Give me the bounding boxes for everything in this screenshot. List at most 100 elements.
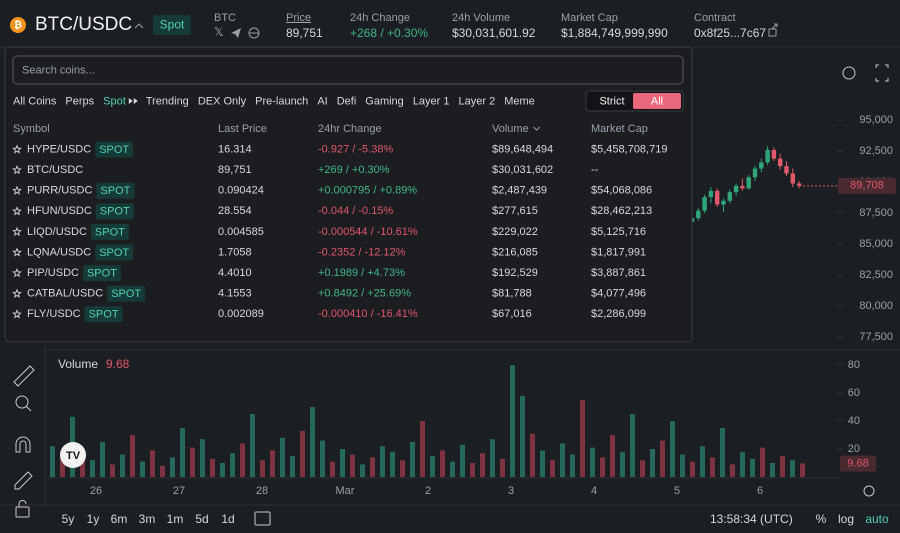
symbol[interactable]: CATBAL/USDC <box>27 288 103 300</box>
candle-body <box>790 173 795 184</box>
symbol[interactable]: FLY/USDC <box>27 308 81 320</box>
spot-badge <box>95 244 134 261</box>
volume-bar <box>710 457 715 477</box>
cell-change: -0.2352 / -12.12% <box>318 246 406 258</box>
filter-tab[interactable]: Pre-launch <box>255 95 308 107</box>
symbol[interactable]: PURR/USDC <box>27 185 92 197</box>
favorite-star[interactable] <box>12 144 22 154</box>
favorite-star[interactable] <box>12 309 22 319</box>
cell-price: 28.554 <box>218 205 252 217</box>
filter-tab[interactable]: Defi <box>337 95 357 107</box>
spot-tag: SPOT <box>99 247 129 259</box>
favorite-star[interactable] <box>12 226 22 237</box>
filter-tab[interactable]: Layer 2 <box>459 95 496 107</box>
ruler-icon[interactable] <box>13 365 35 387</box>
pair-title[interactable]: BTC/USDC <box>35 14 132 35</box>
column-header[interactable]: Market Cap <box>591 123 648 135</box>
favorite-star[interactable] <box>12 247 22 257</box>
cell-price: 0.002089 <box>218 308 264 320</box>
column-header[interactable]: Symbol <box>13 123 50 135</box>
timeframe[interactable]: 6m <box>111 512 128 526</box>
filter-tab[interactable]: All Coins <box>13 95 57 107</box>
search-input[interactable] <box>12 55 684 85</box>
magnet-icon[interactable] <box>15 436 31 453</box>
filter-tab[interactable]: Spot <box>103 95 126 107</box>
date-range-icon[interactable] <box>254 511 271 526</box>
symbol[interactable]: HYPE/USDC <box>27 143 91 155</box>
filter-tab[interactable]: Layer 1 <box>413 95 450 107</box>
column-header[interactable]: Volume <box>492 123 529 135</box>
spot-tag: SPOT <box>87 268 117 280</box>
favorite-star[interactable] <box>12 206 22 216</box>
column-header[interactable]: 24hr Change <box>318 123 382 135</box>
favorite-star[interactable] <box>12 165 22 175</box>
scale-option[interactable]: % <box>816 512 827 526</box>
timeframe[interactable]: 1y <box>87 512 100 526</box>
fullscreen-icon[interactable] <box>875 64 889 82</box>
favorite-star[interactable] <box>12 185 22 195</box>
timeframe[interactable]: 5d <box>195 512 208 526</box>
lock-icon[interactable] <box>15 506 30 518</box>
candle-body <box>708 190 714 198</box>
filter-tab[interactable]: DEX Only <box>198 95 247 107</box>
volume-bar <box>450 461 455 477</box>
telegram-icon[interactable] <box>231 28 241 38</box>
toggle-option[interactable]: Strict <box>599 95 624 107</box>
candle-body <box>746 177 751 189</box>
spot-badge <box>95 203 134 220</box>
spot-badge <box>95 141 134 158</box>
pencil-icon[interactable] <box>14 471 33 490</box>
filter-tab[interactable]: AI <box>317 95 327 107</box>
filter-tab[interactable]: Trending <box>146 95 189 107</box>
settings-icon[interactable] <box>863 485 875 497</box>
column-header[interactable]: Last Price <box>218 123 267 135</box>
spot-badge <box>96 182 135 199</box>
stats: Price 89,751 24h Change +268 / +0.30% 24h Vo… <box>286 12 766 40</box>
symbol[interactable]: BTC/USDC <box>27 164 83 176</box>
favorite-star[interactable] <box>12 267 22 278</box>
candle-body <box>740 185 745 189</box>
volume-bar <box>530 433 535 477</box>
y-tick-label: 40 <box>848 415 860 427</box>
filter-tab[interactable]: Meme <box>504 95 535 107</box>
last-price-label: 89,708 <box>850 180 884 192</box>
x-tick-label: 4 <box>591 485 597 497</box>
zoom-icon[interactable] <box>15 395 29 409</box>
y-tick-label: 80,000 <box>859 300 893 312</box>
filter-tab[interactable]: Perps <box>65 95 94 107</box>
spot-tag: SPOT <box>89 309 119 321</box>
scale-option[interactable]: auto <box>865 512 889 526</box>
volume-bar <box>770 463 775 477</box>
symbol[interactable]: PIP/USDC <box>27 267 79 279</box>
volume-bar <box>670 421 675 477</box>
cell-change: -0.000410 / -16.41% <box>318 308 418 320</box>
spot-icon <box>128 98 138 104</box>
timeframe[interactable]: 1m <box>167 512 184 526</box>
external-link-icon[interactable] <box>768 23 778 37</box>
timeframe[interactable]: 5y <box>62 512 75 526</box>
spot-tag: SPOT <box>95 226 125 238</box>
spot-badge <box>84 306 123 323</box>
volume-pane: 20 40 60 80 Volume 9.68 9.68 26 27 28 Mar 2 3 4 5 6 <box>50 357 876 497</box>
favorite-star[interactable] <box>12 288 22 298</box>
volume-bar <box>230 453 235 477</box>
x-icon[interactable]: 𝕏 <box>214 25 224 39</box>
candle-body <box>727 192 732 201</box>
scale-option[interactable]: log <box>838 512 854 526</box>
candle-body <box>752 168 758 178</box>
filter-tab[interactable]: Gaming <box>365 95 404 107</box>
symbol[interactable]: LIQD/USDC <box>27 226 87 238</box>
market-badge <box>153 15 191 35</box>
indicator-icon[interactable] <box>842 66 856 80</box>
symbol[interactable]: HFUN/USDC <box>27 205 92 217</box>
symbol[interactable]: LQNA/USDC <box>27 246 91 258</box>
cell-market-cap: $28,462,213 <box>591 205 652 217</box>
timeframe[interactable]: 3m <box>139 512 156 526</box>
volume-bar <box>520 395 525 477</box>
tv-logo[interactable] <box>60 442 86 468</box>
timeframe[interactable]: 1d <box>221 512 234 526</box>
pair-caret[interactable] <box>134 23 144 29</box>
volume-bar <box>280 437 285 477</box>
toggle-option[interactable]: All <box>651 95 663 107</box>
volume-tag-label: 9.68 <box>847 457 868 469</box>
